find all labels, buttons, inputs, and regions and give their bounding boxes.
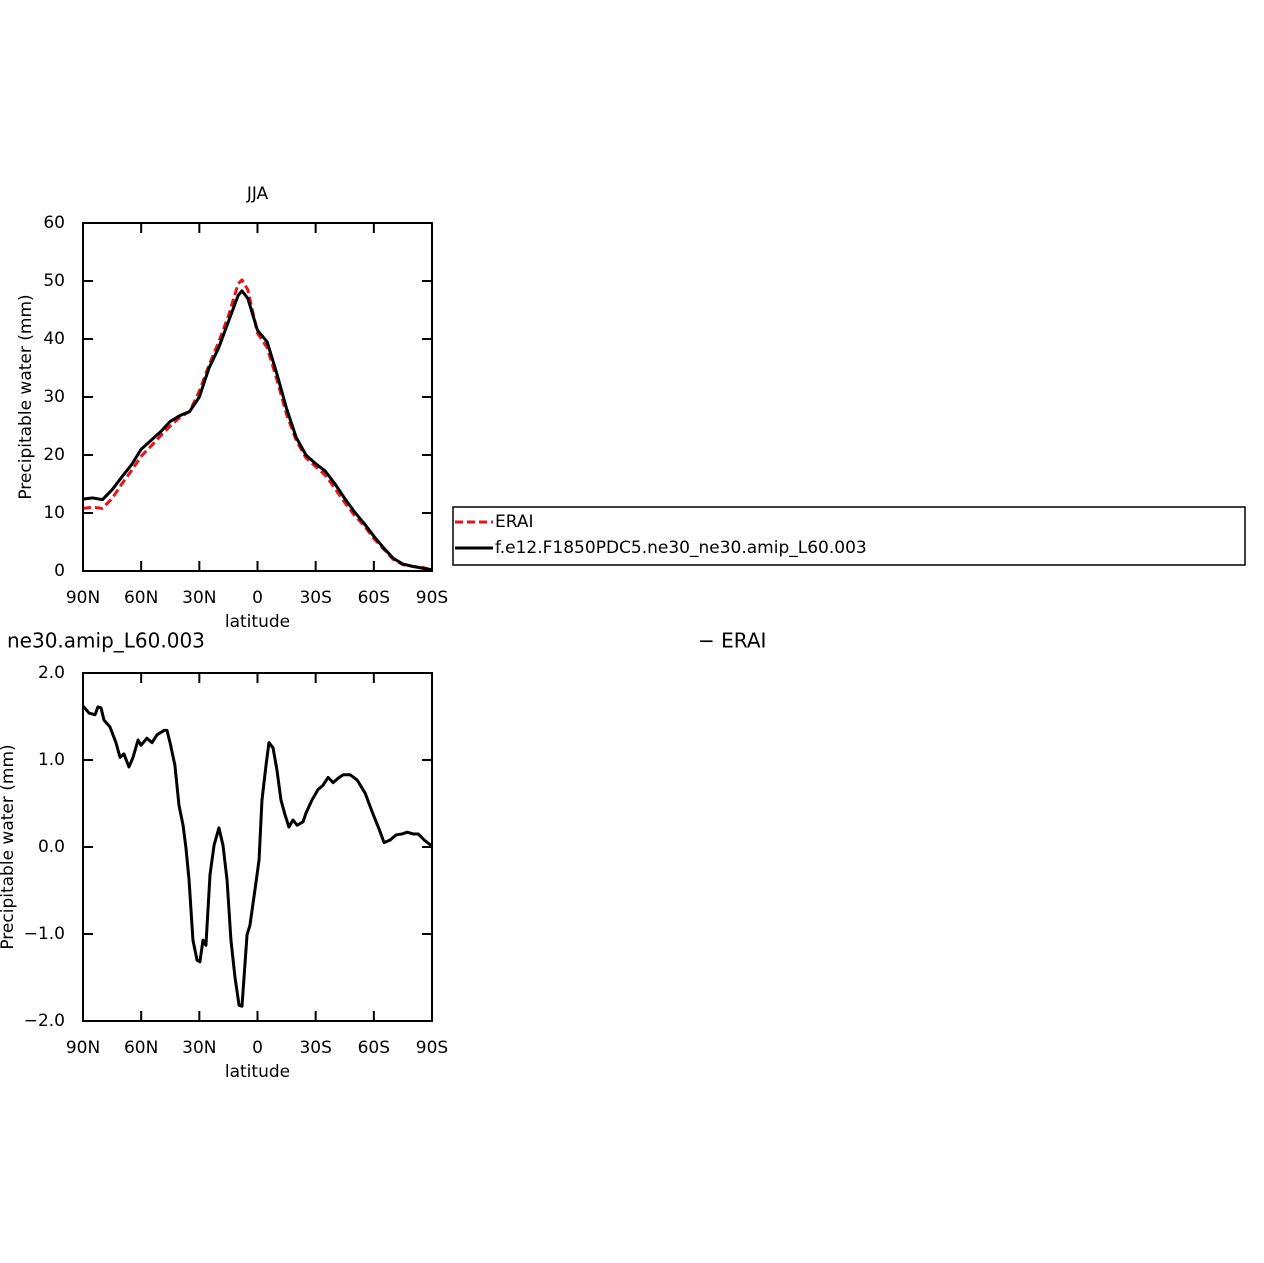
chart-title-left: ne30.amip_L60.003: [7, 629, 205, 653]
y-axis-label: Precipitable water (mm): [0, 744, 18, 949]
x-tick-label: 60N: [124, 1038, 158, 1058]
x-tick-label: 0: [252, 1038, 263, 1058]
plot-frame: [82, 672, 433, 1022]
x-tick-label: 90N: [66, 588, 100, 608]
y-tick-label: 50: [43, 271, 65, 291]
x-tick-label: 90S: [416, 588, 448, 608]
legend-label: ERAI: [495, 512, 534, 532]
data-line: [81, 705, 433, 1008]
y-tick-label: 40: [43, 329, 65, 349]
data-line: [82, 289, 433, 572]
x-tick-label: 60N: [124, 588, 158, 608]
x-tick-label: 30S: [299, 588, 331, 608]
x-tick-label: 30S: [299, 1038, 331, 1058]
y-tick-label: 30: [43, 387, 65, 407]
x-tick-label: 90S: [416, 1038, 448, 1058]
y-tick-label: 2.0: [38, 663, 65, 683]
legend-box: [452, 506, 1246, 566]
x-tick-label: 30N: [182, 588, 216, 608]
x-tick-label: 0: [252, 588, 263, 608]
y-tick-label: 0.0: [38, 837, 65, 857]
x-tick-label: 60S: [358, 1038, 390, 1058]
x-axis-label: latitude: [225, 1062, 290, 1082]
y-tick-label: 0: [54, 561, 65, 581]
chart-title: JJA: [246, 184, 269, 204]
y-tick-label: 20: [43, 445, 65, 465]
x-tick-label: 60S: [358, 588, 390, 608]
y-tick-label: −1.0: [24, 924, 65, 944]
chart-title-right: − ERAI: [698, 629, 766, 653]
plot-frame: [82, 222, 433, 572]
x-tick-label: 30N: [182, 1038, 216, 1058]
y-tick-label: 10: [43, 503, 65, 523]
y-axis-label: Precipitable water (mm): [16, 294, 36, 499]
y-tick-label: −2.0: [24, 1011, 65, 1031]
legend-label: f.e12.F1850PDC5.ne30_ne30.amip_L60.003: [495, 538, 867, 558]
y-axis-label-group: Precipitable water (mm): [0, 744, 18, 950]
y-tick-label: 1.0: [38, 750, 65, 770]
x-axis-label: latitude: [225, 612, 290, 632]
y-tick-label: 60: [43, 213, 65, 233]
x-tick-label: 90N: [66, 1038, 100, 1058]
